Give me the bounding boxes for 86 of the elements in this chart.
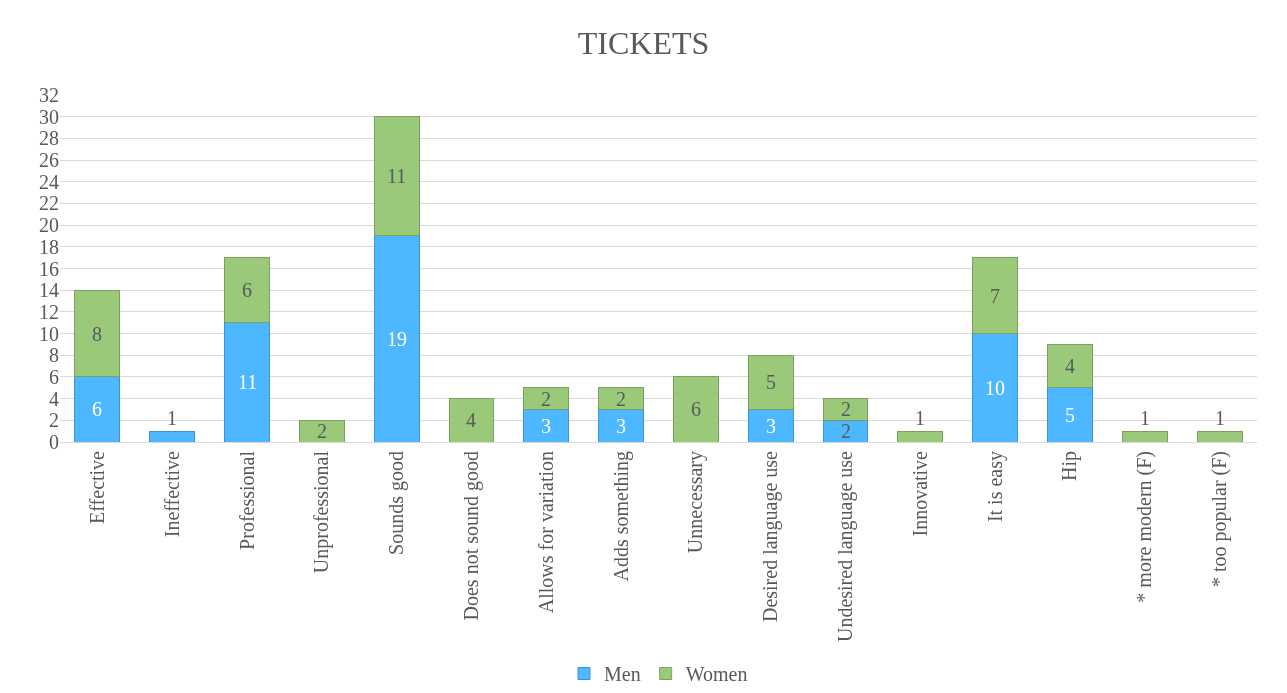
legend-label: Men: [604, 663, 641, 686]
data-label: 1: [915, 407, 925, 429]
chart-title: TICKETS: [577, 24, 710, 61]
data-label: 2: [841, 420, 851, 442]
x-tick-label: Professional: [235, 450, 258, 550]
y-tick-label: 12: [39, 300, 59, 323]
x-tick-label: Innovative: [908, 450, 931, 537]
x-tick-label: * too popular (F): [1208, 451, 1232, 588]
bar: [74, 376, 121, 442]
x-tick-label: Unprofessional: [310, 450, 334, 574]
bar: [598, 408, 645, 442]
data-label: 2: [541, 388, 551, 410]
x-tick-label: It is easy: [983, 451, 1007, 523]
x-tick-label: Undesired language use: [834, 450, 858, 643]
y-tick-label: 26: [39, 149, 59, 172]
bar: [523, 387, 570, 410]
bar: [972, 257, 1019, 335]
x-tick-label: Effective: [85, 450, 108, 524]
x-tick-label: Does not sound good: [459, 451, 483, 621]
bar: [672, 376, 719, 442]
bar: [747, 354, 794, 410]
data-label: 2: [841, 398, 851, 420]
data-label: 11: [238, 371, 258, 393]
data-label: 4: [466, 409, 476, 431]
x-tick-label: * more modern (F): [1133, 451, 1157, 603]
y-tick-label: 8: [49, 344, 59, 367]
bar: [373, 116, 420, 237]
data-label: 1: [1215, 407, 1225, 429]
y-tick-label: 10: [39, 322, 59, 345]
bar: [149, 430, 196, 442]
x-tick-label: Ineffective: [160, 450, 183, 538]
bar: [822, 419, 869, 442]
y-tick-label: 22: [39, 192, 59, 215]
x-tick-label: Unnecessary: [684, 451, 708, 554]
data-label: 11: [387, 165, 407, 187]
y-tick-label: 0: [49, 431, 59, 453]
y-tick-label: 4: [49, 387, 59, 410]
y-tick-label: 6: [49, 365, 59, 388]
data-label: 1: [167, 407, 177, 429]
bar: [448, 398, 495, 442]
data-label: 1: [1140, 407, 1150, 429]
x-tick-label: Adds something: [609, 451, 633, 582]
data-label: 3: [541, 415, 551, 437]
y-tick-label: 32: [39, 84, 59, 106]
bar: [373, 235, 420, 442]
data-label: 7: [990, 285, 1000, 307]
data-label: 2: [317, 420, 327, 442]
data-label: 19: [387, 328, 407, 350]
bar: [1121, 430, 1168, 442]
data-label: 6: [691, 398, 701, 420]
y-tick-label: 30: [39, 105, 59, 128]
legend-label: Women: [685, 663, 748, 686]
bar: [224, 322, 270, 442]
bar: [224, 257, 270, 324]
y-tick-label: 2: [49, 409, 59, 432]
x-tick-label: Sounds good: [385, 451, 409, 555]
bar: [1047, 387, 1093, 442]
y-tick-label: 24: [39, 170, 59, 193]
data-label: 6: [242, 279, 252, 301]
y-tick-label: 18: [39, 235, 59, 258]
bar: [1196, 430, 1243, 442]
data-label: 5: [1065, 404, 1075, 426]
data-label: 5: [766, 371, 776, 393]
y-tick-label: 28: [39, 127, 59, 150]
x-tick-label: Desired language use: [759, 450, 783, 623]
bar: [1047, 343, 1093, 389]
y-tick-label: 20: [39, 214, 59, 237]
bar: [598, 387, 645, 410]
bar: [74, 289, 121, 378]
bar: [897, 430, 944, 442]
data-label: 8: [92, 323, 102, 345]
bar: [747, 408, 794, 442]
y-tick-label: 14: [39, 279, 59, 302]
data-label: 4: [1065, 355, 1075, 377]
data-label: 3: [766, 415, 776, 437]
data-label: 3: [616, 415, 626, 437]
data-label: 6: [92, 398, 102, 420]
x-tick-label: Allows for variation: [534, 451, 557, 614]
x-tick-label: Hip: [1058, 451, 1082, 481]
data-label: 10: [985, 377, 1005, 399]
bar: [822, 398, 869, 421]
bar: [298, 419, 345, 442]
bar: [972, 333, 1019, 442]
bar: [523, 408, 570, 442]
data-label: 2: [616, 388, 626, 410]
y-tick-label: 16: [39, 257, 59, 280]
